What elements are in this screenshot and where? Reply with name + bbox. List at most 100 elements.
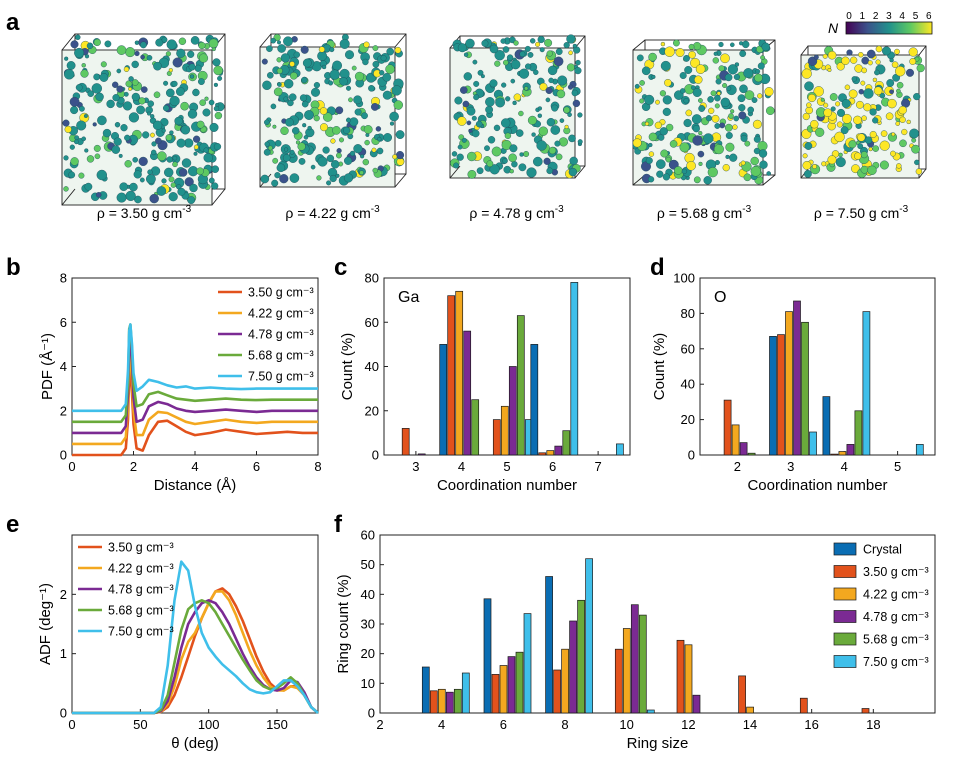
atom	[838, 152, 843, 158]
atom	[810, 119, 819, 129]
atom	[697, 150, 705, 158]
atom	[703, 176, 712, 185]
atom	[132, 156, 138, 163]
atom	[886, 79, 895, 87]
bar-1	[553, 669, 561, 714]
x-tick-label: 100	[198, 717, 220, 732]
y-tick-label: 0	[368, 706, 375, 721]
atom	[480, 74, 485, 79]
atom	[508, 153, 517, 163]
atom	[80, 69, 89, 78]
atom	[720, 97, 730, 108]
atom	[911, 137, 917, 143]
atom	[693, 176, 701, 184]
atom	[547, 65, 558, 76]
x-tick-label: 3	[787, 459, 794, 474]
atom	[872, 77, 878, 83]
atom	[208, 177, 215, 184]
atom	[813, 86, 824, 97]
atom	[509, 144, 518, 153]
atom	[548, 146, 557, 155]
atom	[719, 122, 726, 129]
atom	[692, 87, 702, 97]
atom	[568, 167, 578, 177]
atom	[283, 36, 293, 47]
atom	[858, 52, 864, 58]
atom	[854, 152, 862, 160]
atom	[74, 139, 79, 145]
bar-2	[746, 706, 754, 714]
atom	[531, 132, 536, 137]
atom	[302, 123, 307, 128]
atom	[683, 55, 690, 62]
atom	[83, 113, 88, 118]
atom	[752, 119, 762, 129]
atom	[807, 93, 817, 103]
atom	[91, 83, 103, 94]
atom	[713, 144, 724, 155]
atom	[867, 60, 873, 66]
atom	[270, 37, 277, 44]
atom	[879, 140, 890, 151]
atom	[572, 43, 578, 49]
atom	[351, 65, 357, 71]
atom	[848, 140, 857, 149]
legend-entry: 7.50 g cm⁻³	[108, 625, 174, 639]
atom	[299, 94, 308, 102]
atom	[276, 163, 286, 173]
atom	[169, 95, 180, 107]
atom	[298, 157, 306, 165]
atom	[502, 158, 508, 164]
atom	[753, 135, 761, 143]
atom	[339, 38, 350, 49]
atom	[889, 57, 894, 63]
caption-text: ρ = 5.68 g cm	[657, 205, 742, 221]
atom	[175, 87, 185, 96]
atom	[213, 105, 220, 112]
panel-letter: c	[334, 254, 347, 281]
atom	[274, 172, 281, 179]
atom	[194, 64, 202, 72]
bar-1	[723, 399, 732, 456]
atom	[856, 100, 864, 109]
atom	[106, 99, 115, 109]
atom	[734, 62, 740, 67]
atom	[481, 39, 489, 47]
atom	[707, 167, 718, 178]
atom	[162, 104, 170, 112]
atom	[875, 45, 883, 53]
legend-entry: 7.50 g cm⁻³	[248, 370, 314, 384]
caption-superscript: -3	[899, 204, 908, 215]
box-edge	[259, 33, 272, 48]
atom	[730, 109, 735, 114]
atom	[84, 54, 90, 59]
atom	[177, 187, 186, 196]
bar-2	[785, 311, 793, 456]
atom	[288, 93, 297, 101]
atom	[841, 98, 851, 108]
atom	[170, 182, 177, 188]
bar-2	[437, 688, 446, 714]
atom	[857, 143, 864, 150]
y-tick-label: 50	[361, 557, 375, 572]
atom	[128, 112, 140, 123]
box-edge	[574, 165, 586, 179]
atom	[196, 120, 205, 129]
atom	[686, 160, 696, 171]
atom	[284, 147, 289, 152]
y-tick-label: 20	[681, 412, 695, 427]
atom	[266, 72, 274, 79]
atom	[267, 145, 273, 151]
y-tick-label: 40	[681, 377, 695, 392]
structure-caption-4.22: ρ = 4.22 g cm-3	[285, 204, 380, 221]
atom	[139, 41, 147, 49]
atom	[74, 135, 80, 141]
atom	[737, 94, 746, 103]
atom	[295, 140, 301, 145]
atom	[860, 165, 869, 174]
atom	[864, 136, 873, 144]
bar-2	[455, 290, 464, 456]
atom	[533, 69, 539, 76]
atom	[391, 85, 402, 96]
atom	[285, 118, 294, 127]
